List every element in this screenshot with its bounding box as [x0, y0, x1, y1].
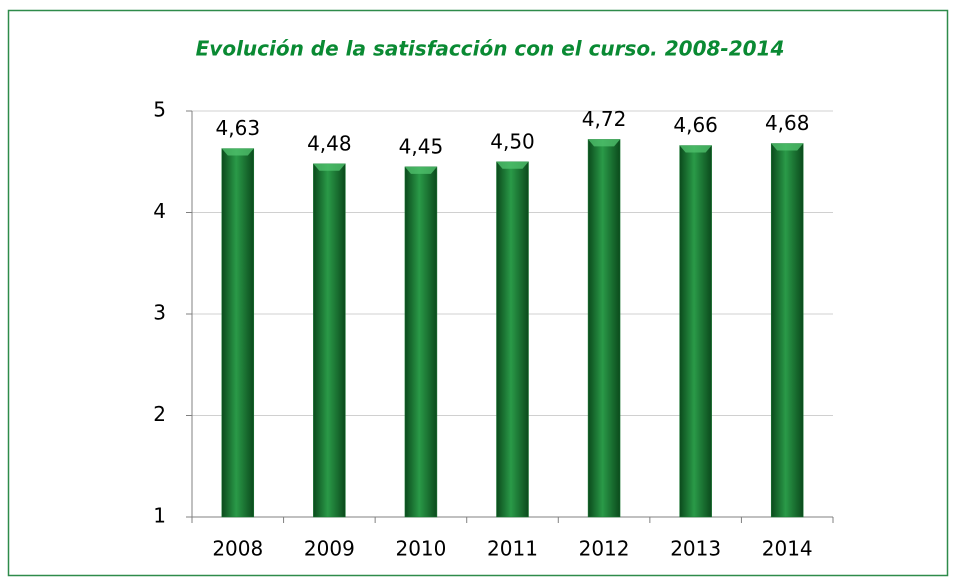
chart-border: [7, 9, 949, 577]
value-label: 4,50: [490, 129, 535, 153]
y-tick-label: 1: [153, 504, 166, 528]
bar-bevel: [588, 139, 621, 147]
y-tick-label: 2: [153, 402, 166, 426]
bar: [496, 161, 529, 518]
value-label: 4,48: [307, 131, 352, 155]
bar-bevel: [771, 143, 804, 151]
bar: [770, 143, 804, 518]
value-label: 4,68: [765, 111, 810, 135]
bar: [587, 139, 621, 518]
bar-bevel: [404, 166, 437, 174]
chart-title: Evolución de la satisfacción con el curs…: [196, 37, 785, 61]
value-label: 4,72: [582, 107, 627, 131]
x-tick-label: 2013: [670, 537, 721, 561]
bar: [679, 145, 712, 518]
y-tick-label: 3: [153, 301, 166, 325]
bar-bevel: [313, 163, 346, 171]
y-tick-label: 4: [153, 199, 166, 223]
bar: [313, 163, 346, 518]
bar-bevel: [679, 145, 712, 153]
y-tick-label: 5: [153, 98, 166, 122]
x-tick-label: 2010: [395, 537, 446, 561]
value-label: 4,66: [673, 113, 718, 137]
x-tick-label: 2014: [762, 537, 813, 561]
bar: [404, 166, 438, 518]
bar-bevel: [221, 148, 254, 156]
x-tick-label: 2008: [212, 537, 263, 561]
x-tick-label: 2011: [487, 537, 538, 561]
bar-bevel: [496, 161, 529, 169]
value-label: 4,45: [399, 134, 444, 158]
value-label: 4,63: [216, 116, 261, 140]
bar: [221, 148, 255, 518]
x-tick-label: 2012: [579, 537, 630, 561]
x-tick-label: 2009: [304, 537, 355, 561]
